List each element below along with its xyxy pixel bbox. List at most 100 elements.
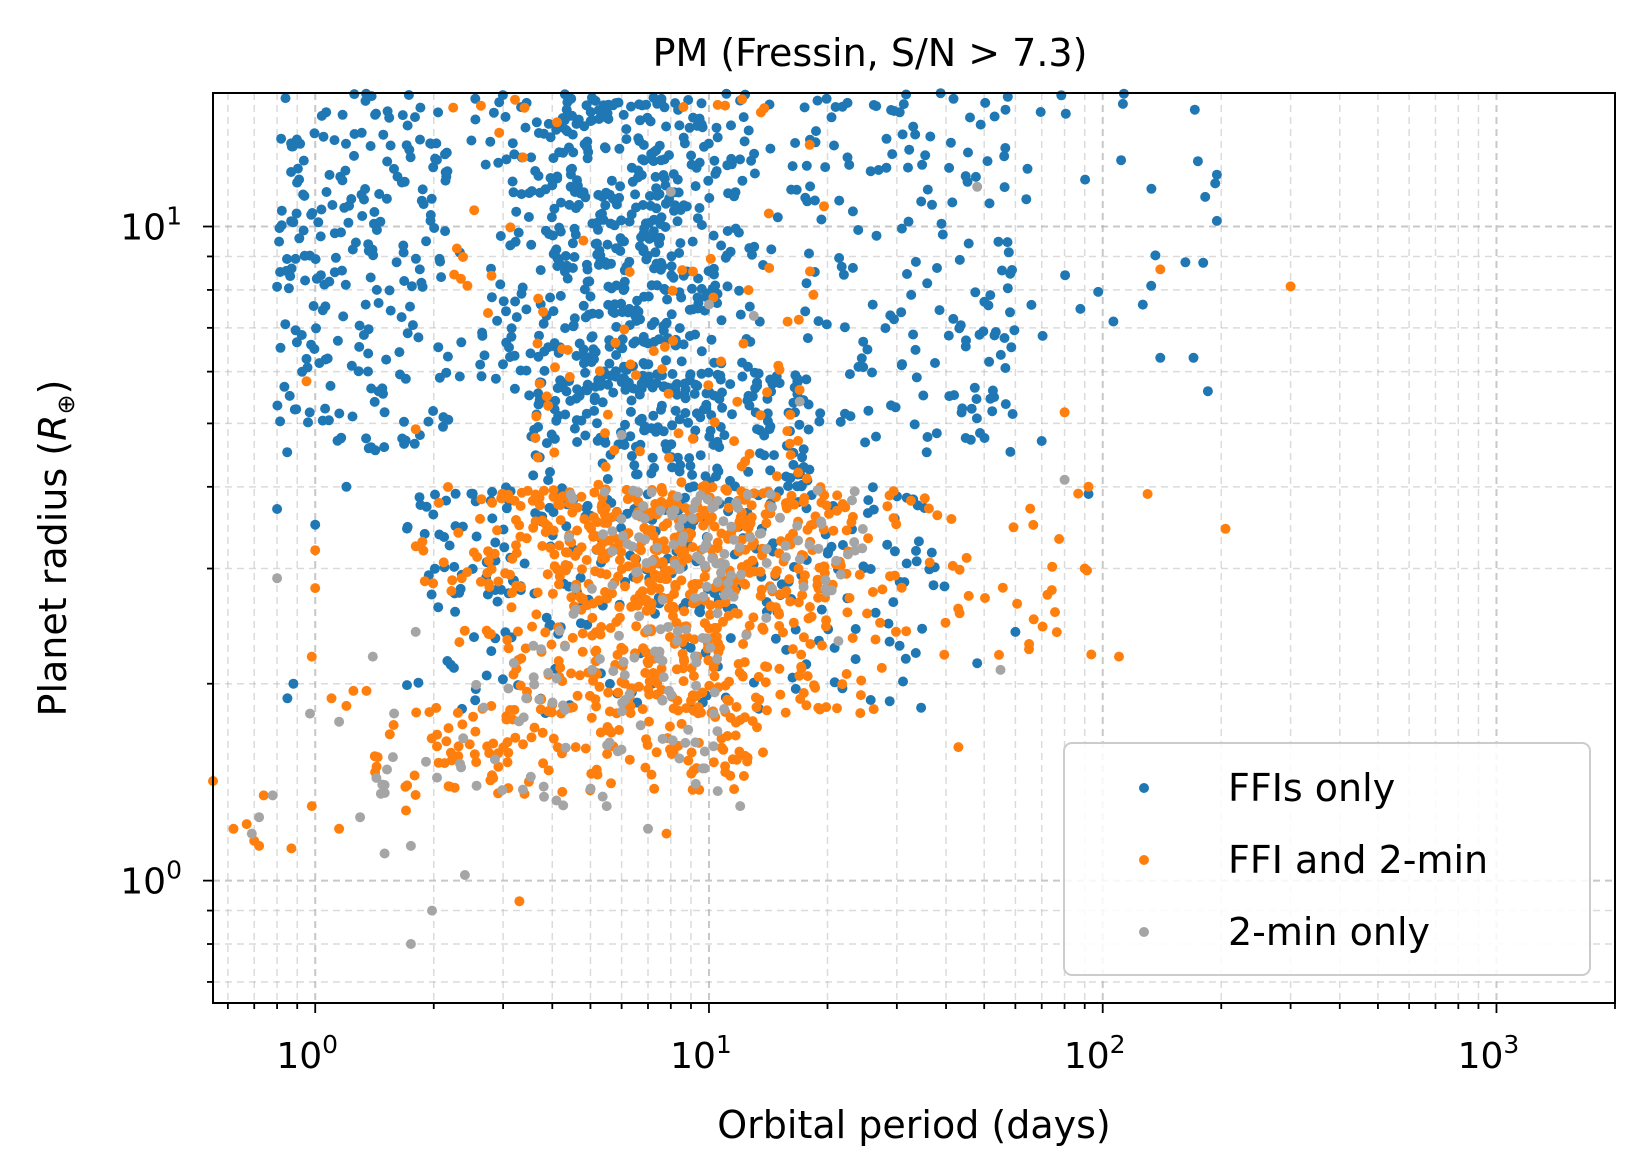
scatter-point — [655, 219, 666, 229]
scatter-point — [279, 381, 290, 392]
scatter-point — [685, 369, 696, 380]
scatter-point — [694, 203, 705, 213]
legend-label: FFIs only — [1228, 766, 1395, 810]
scatter-point — [433, 602, 444, 613]
scatter-point — [475, 576, 486, 587]
scatter-point — [410, 626, 421, 637]
scatter-point — [971, 413, 982, 424]
scatter-point — [1198, 257, 1209, 268]
scatter-point — [648, 410, 659, 421]
scatter-point — [1024, 639, 1035, 649]
scatter-point — [430, 489, 440, 500]
scatter-point — [306, 651, 317, 662]
scatter-point — [708, 741, 719, 752]
scatter-point — [785, 596, 796, 607]
scatter-point — [578, 344, 589, 355]
scatter-point — [739, 136, 750, 147]
scatter-point — [674, 248, 685, 258]
scatter-point — [733, 659, 744, 669]
scatter-point — [507, 553, 518, 564]
scatter-point — [432, 772, 442, 783]
scatter-point — [507, 138, 518, 149]
scatter-point — [799, 102, 810, 113]
scatter-point — [292, 163, 303, 174]
scatter-point — [640, 667, 651, 678]
scatter-point — [809, 680, 819, 691]
scatter-point — [539, 365, 550, 376]
scatter-point — [576, 593, 587, 604]
scatter-point — [518, 712, 529, 723]
scatter-point — [531, 117, 542, 128]
scatter-point — [415, 500, 426, 510]
scatter-point — [696, 119, 707, 130]
scatter-point — [609, 445, 620, 456]
scatter-point — [396, 312, 407, 323]
scatter-point — [456, 337, 467, 348]
scatter-point — [775, 689, 786, 700]
scatter-point — [785, 409, 796, 420]
scatter-point — [634, 415, 645, 426]
scatter-point — [679, 378, 690, 389]
scatter-point — [337, 265, 347, 276]
scatter-point — [719, 704, 730, 714]
scatter-point — [494, 97, 505, 108]
scatter-point — [975, 428, 985, 438]
scatter-point — [471, 531, 482, 542]
scatter-point — [594, 366, 605, 377]
scatter-point — [868, 504, 879, 515]
scatter-point — [605, 370, 616, 381]
scatter-point — [646, 468, 657, 479]
scatter-point — [602, 239, 613, 250]
scatter-point — [722, 281, 733, 292]
scatter-point — [332, 335, 343, 346]
scatter-point — [885, 310, 896, 321]
scatter-point — [614, 143, 625, 154]
scatter-point — [962, 176, 973, 187]
scatter-point — [272, 504, 283, 514]
scatter-point — [708, 439, 719, 450]
scatter-point — [811, 126, 821, 137]
scatter-point — [932, 263, 942, 273]
scatter-point — [920, 150, 931, 161]
scatter-point — [410, 253, 421, 264]
scatter-point — [687, 236, 698, 247]
scatter-point — [956, 407, 967, 418]
scatter-point — [687, 469, 698, 480]
scatter-point — [570, 550, 581, 561]
scatter-point — [603, 687, 614, 698]
scatter-point — [590, 239, 601, 249]
scatter-point — [924, 557, 935, 568]
scatter-point — [585, 116, 596, 127]
scatter-point — [657, 364, 668, 375]
scatter-point — [310, 254, 321, 265]
scatter-point — [634, 446, 645, 457]
scatter-point — [618, 530, 629, 541]
scatter-point — [607, 512, 618, 523]
scatter-point — [618, 109, 629, 120]
scatter-point — [338, 311, 349, 322]
scatter-point — [657, 733, 668, 744]
scatter-point — [928, 580, 939, 591]
scatter-point — [725, 633, 736, 644]
scatter-point — [391, 257, 402, 268]
scatter-point — [495, 279, 506, 290]
scatter-point — [593, 224, 603, 235]
scatter-point — [510, 296, 521, 307]
scatter-point — [290, 253, 301, 264]
scatter-point — [975, 119, 986, 130]
scatter-point — [276, 205, 287, 216]
scatter-point — [606, 175, 617, 186]
scatter-point — [542, 569, 553, 580]
scatter-point — [379, 442, 390, 453]
scatter-point — [600, 200, 611, 211]
scatter-point — [360, 95, 371, 106]
scatter-point — [718, 516, 729, 527]
x-tick-labels: 100 101 102 103 — [276, 1030, 1519, 1077]
series-3-points — [246, 181, 1070, 949]
scatter-point — [616, 430, 627, 440]
scatter-point — [1114, 651, 1124, 662]
scatter-point — [267, 790, 278, 801]
scatter-point — [541, 438, 552, 449]
scatter-point — [686, 747, 697, 758]
